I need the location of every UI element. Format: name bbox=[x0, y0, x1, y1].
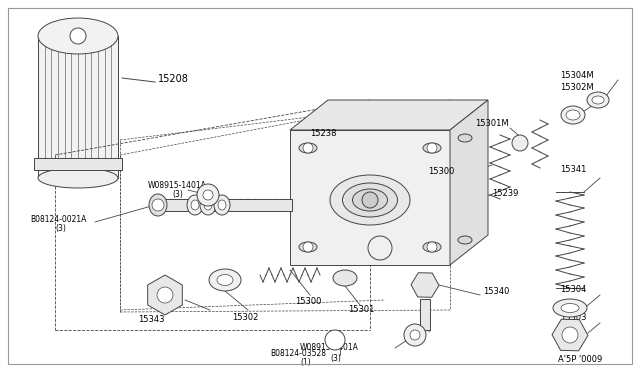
Ellipse shape bbox=[217, 275, 233, 285]
Text: (1): (1) bbox=[300, 357, 311, 366]
Ellipse shape bbox=[592, 96, 604, 104]
Ellipse shape bbox=[38, 18, 118, 54]
Circle shape bbox=[427, 143, 437, 153]
Text: 15341: 15341 bbox=[560, 166, 586, 174]
Text: 15300: 15300 bbox=[295, 298, 321, 307]
Text: (3): (3) bbox=[55, 224, 66, 232]
Ellipse shape bbox=[458, 236, 472, 244]
Polygon shape bbox=[290, 100, 488, 130]
Text: W08915-1401A: W08915-1401A bbox=[300, 343, 359, 353]
Text: 15303: 15303 bbox=[560, 314, 586, 323]
Ellipse shape bbox=[553, 299, 587, 317]
Text: 15304M: 15304M bbox=[560, 71, 594, 80]
Polygon shape bbox=[160, 199, 292, 211]
Circle shape bbox=[70, 28, 86, 44]
Ellipse shape bbox=[204, 200, 212, 210]
Ellipse shape bbox=[191, 200, 199, 210]
Ellipse shape bbox=[333, 270, 357, 286]
Polygon shape bbox=[38, 36, 118, 178]
Circle shape bbox=[562, 327, 578, 343]
Ellipse shape bbox=[187, 195, 203, 215]
Circle shape bbox=[512, 135, 528, 151]
Ellipse shape bbox=[299, 242, 317, 252]
Text: 15304: 15304 bbox=[560, 285, 586, 295]
Polygon shape bbox=[290, 130, 450, 265]
Ellipse shape bbox=[209, 269, 241, 291]
Circle shape bbox=[157, 287, 173, 303]
Text: 15343: 15343 bbox=[138, 315, 164, 324]
Ellipse shape bbox=[214, 195, 230, 215]
Text: B: B bbox=[335, 337, 340, 343]
Ellipse shape bbox=[561, 304, 579, 312]
Polygon shape bbox=[420, 299, 430, 330]
Ellipse shape bbox=[458, 134, 472, 142]
Ellipse shape bbox=[423, 242, 441, 252]
Circle shape bbox=[303, 242, 313, 252]
Text: (3): (3) bbox=[330, 353, 341, 362]
Circle shape bbox=[197, 184, 219, 206]
Text: 15301M: 15301M bbox=[475, 119, 509, 128]
Text: A'5P '0009: A'5P '0009 bbox=[558, 356, 602, 365]
Ellipse shape bbox=[342, 183, 397, 217]
Circle shape bbox=[410, 330, 420, 340]
Ellipse shape bbox=[200, 195, 216, 215]
Text: 15208: 15208 bbox=[158, 74, 189, 84]
Polygon shape bbox=[450, 100, 488, 265]
Circle shape bbox=[427, 242, 437, 252]
Text: 15340: 15340 bbox=[483, 288, 509, 296]
Ellipse shape bbox=[423, 143, 441, 153]
Text: 15301: 15301 bbox=[348, 305, 374, 314]
Ellipse shape bbox=[566, 110, 580, 120]
Text: W08915-1401A: W08915-1401A bbox=[148, 182, 207, 190]
Polygon shape bbox=[34, 158, 122, 170]
Circle shape bbox=[203, 190, 213, 200]
Circle shape bbox=[362, 192, 378, 208]
Ellipse shape bbox=[299, 143, 317, 153]
Circle shape bbox=[368, 236, 392, 260]
Ellipse shape bbox=[587, 92, 609, 108]
Ellipse shape bbox=[353, 189, 387, 211]
Circle shape bbox=[325, 330, 345, 350]
Circle shape bbox=[404, 324, 426, 346]
Text: 15300: 15300 bbox=[428, 167, 454, 176]
Text: B08124-0021A: B08124-0021A bbox=[30, 215, 86, 224]
Circle shape bbox=[303, 143, 313, 153]
Ellipse shape bbox=[149, 194, 167, 216]
Text: B08124-03528: B08124-03528 bbox=[270, 349, 326, 357]
Text: 15239: 15239 bbox=[492, 189, 518, 198]
Ellipse shape bbox=[561, 106, 585, 124]
Text: 15302: 15302 bbox=[232, 314, 259, 323]
Ellipse shape bbox=[38, 168, 118, 188]
Ellipse shape bbox=[218, 200, 226, 210]
Circle shape bbox=[152, 199, 164, 211]
Text: 15302M: 15302M bbox=[560, 83, 594, 93]
Text: (3): (3) bbox=[172, 189, 183, 199]
Text: 15238: 15238 bbox=[310, 128, 337, 138]
Ellipse shape bbox=[330, 175, 410, 225]
